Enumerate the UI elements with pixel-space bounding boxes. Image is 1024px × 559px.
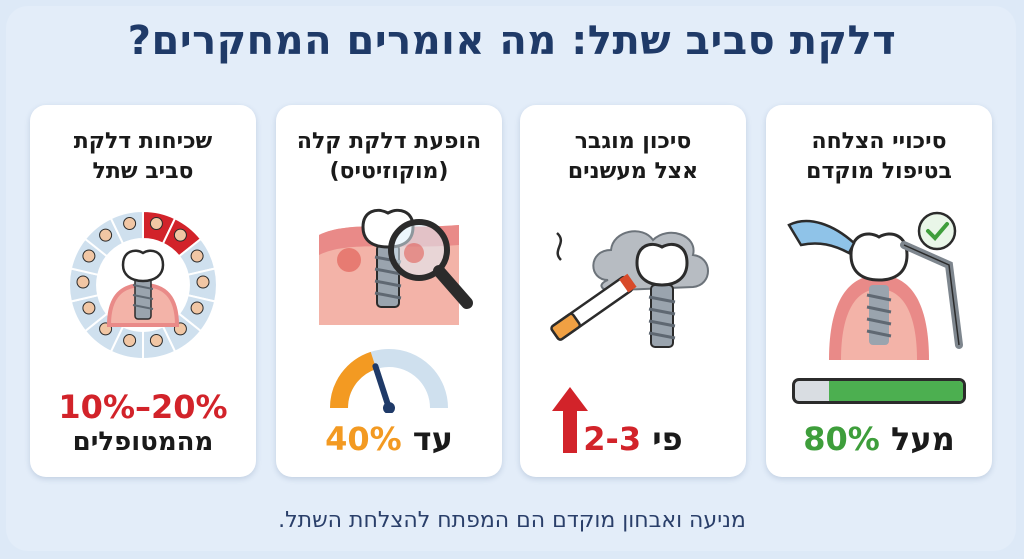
smoking-implant-icon (550, 230, 709, 348)
card-smokers-risk: סיכון מוגבר אצל מעשנים פי 2-3 (520, 105, 746, 477)
card-title-line2: אצל מעשנים (567, 159, 699, 184)
card-title-line1: שכיחות דלקת (73, 129, 213, 154)
card-title-line2: (מוקוזיטיס) (329, 159, 449, 184)
patient-icon (190, 249, 204, 263)
stat-success: מעל 80% (766, 420, 992, 458)
patient-icon (149, 334, 163, 347)
page-title: דלקת סביב שתל: מה אומרים המחקרים? (127, 18, 897, 64)
card-title-line2: סביב שתל (92, 159, 194, 184)
success-progress-bar (792, 378, 966, 404)
card-mucositis: הופעת דלקת קלה (מוקוזיטיס) עד 40% (276, 105, 502, 477)
stat-value: 2-3 (583, 420, 642, 458)
inflammation-gauge (329, 349, 448, 413)
card-title-line1: סיכויי הצלחה (811, 129, 947, 154)
patient-icon (173, 228, 187, 242)
card-title-line1: סיכון מוגבר (574, 129, 692, 154)
stat-prefix: עד (412, 420, 453, 458)
card-title: הופעת דלקת קלה (מוקוזיטיס) (284, 127, 494, 187)
card-success-rate: סיכויי הצלחה בטיפול מוקדם מעל 80% (766, 105, 992, 477)
footer-note: מניעה ואבחון מוקדם הם המפתח להצלחת השתל. (278, 508, 746, 533)
card-title: סיכויי הצלחה בטיפול מוקדם (774, 127, 984, 187)
patients-ring-icon (68, 209, 218, 360)
patient-icon (196, 275, 210, 289)
stat-mucositis: עד 40% (276, 420, 502, 458)
card-title: סיכון מוגבר אצל מעשנים (528, 127, 738, 187)
arrow-up-icon (552, 387, 588, 453)
card-prevalence: שכיחות דלקת סביב שתל 10%–20% מהמטופלים (30, 105, 256, 477)
stat-value: 80% (803, 420, 880, 458)
gauge-fill (329, 351, 377, 409)
stat-suffix: מהמטופלים (72, 427, 214, 457)
stat-prefix: מעל (890, 420, 955, 458)
magnifier-gum-icon (319, 208, 473, 325)
card-title: שכיחות דלקת סביב שתל (38, 127, 248, 187)
gauge-needle (372, 363, 392, 411)
stat-value: 10%–20% (58, 388, 228, 426)
stat-smokers: פי 2-3 (520, 420, 746, 458)
patient-icon (76, 275, 90, 289)
patient-icon (149, 217, 163, 230)
card-title-line1: הופעת דלקת קלה (296, 129, 482, 154)
success-progress-fill (828, 381, 963, 401)
patient-icon (123, 217, 137, 230)
stat-prefix: פי (652, 420, 683, 458)
card-title-line2: בטיפול מוקדם (806, 159, 952, 184)
patient-icon (82, 301, 96, 315)
patient-icon (82, 249, 96, 263)
treatment-check-icon (787, 211, 963, 360)
stat-value: 40% (325, 420, 402, 458)
patient-icon (99, 228, 113, 242)
patient-icon (123, 334, 137, 347)
patient-icon (190, 301, 204, 315)
